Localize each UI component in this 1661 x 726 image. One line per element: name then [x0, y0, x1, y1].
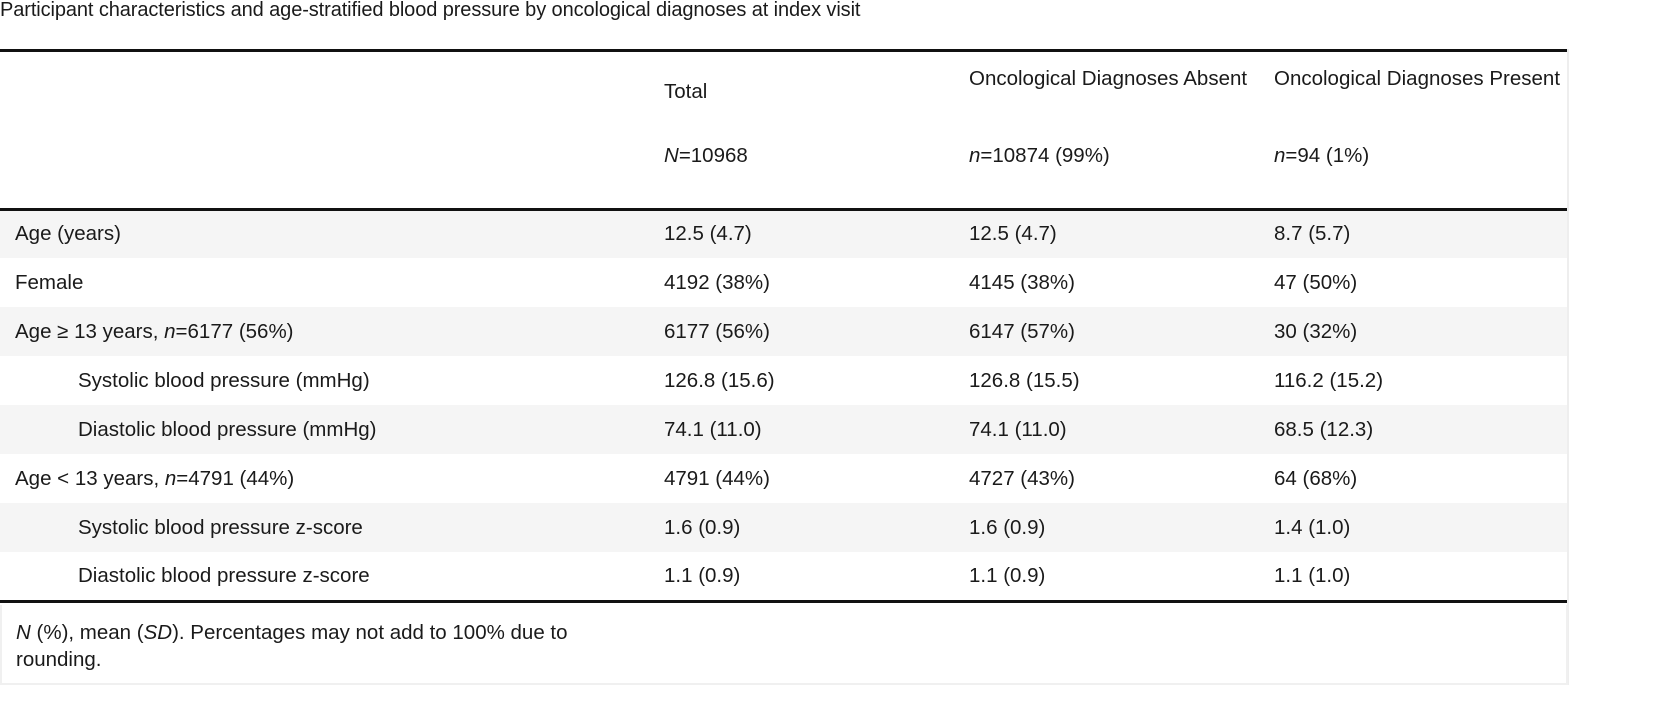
header-empty-cell: [0, 49, 664, 141]
cell-present: 1.1 (1.0): [1274, 552, 1568, 603]
table-row: Diastolic blood pressure z-score 1.1 (0.…: [0, 552, 1568, 603]
row-label: Female: [15, 270, 84, 294]
row-label: Systolic blood pressure (mmHg): [78, 368, 370, 392]
header-absent: Oncological Diagnoses Absent: [969, 49, 1274, 141]
characteristics-table: Total Oncological Diagnoses Absent Oncol…: [0, 49, 1568, 603]
row-label: Systolic blood pressure z-score: [78, 515, 363, 539]
header-n-total: N=10968: [664, 140, 969, 211]
header-present: Oncological Diagnoses Present: [1274, 49, 1568, 141]
header-n-empty-cell: [0, 140, 664, 211]
table-row: Diastolic blood pressure (mmHg) 74.1 (11…: [0, 405, 1568, 454]
table-right-border: [1567, 49, 1569, 685]
table-row: Age ≥ 13 years, n=6177 (56%) 6177 (56%) …: [0, 307, 1568, 356]
cell-absent: 6147 (57%): [969, 319, 1075, 343]
cell-absent: 74.1 (11.0): [969, 417, 1067, 441]
cell-total: 6177 (56%): [664, 319, 770, 343]
cell-total: 1.1 (0.9): [664, 552, 969, 603]
cell-absent: 4727 (43%): [969, 466, 1075, 490]
cell-absent: 12.5 (4.7): [969, 222, 1057, 246]
cell-present: 68.5 (12.3): [1274, 417, 1374, 441]
header-n-present: n=94 (1%): [1274, 140, 1568, 211]
table-row: Female 4192 (38%) 4145 (38%) 47 (50%): [0, 258, 1568, 307]
row-label: Diastolic blood pressure (mmHg): [78, 417, 377, 441]
header-n-row: N=10968 n=10874 (99%) n=94 (1%): [0, 140, 1568, 211]
header-row: Total Oncological Diagnoses Absent Oncol…: [0, 49, 1568, 141]
cell-total: 12.5 (4.7): [664, 222, 752, 246]
cell-present: 64 (68%): [1274, 466, 1358, 490]
row-label: Age < 13 years, n=4791 (44%): [15, 466, 295, 490]
cell-total: 74.1 (11.0): [664, 417, 762, 441]
table-row: Systolic blood pressure z-score 1.6 (0.9…: [0, 503, 1568, 552]
table-row: Age < 13 years, n=4791 (44%) 4791 (44%) …: [0, 454, 1568, 503]
cell-absent: 1.6 (0.9): [969, 515, 1046, 539]
row-label: Age (years): [15, 222, 121, 246]
row-label: Age ≥ 13 years, n=6177 (56%): [15, 319, 294, 343]
cell-present: 47 (50%): [1274, 270, 1358, 294]
cell-present: 116.2 (15.2): [1274, 368, 1384, 392]
cell-absent: 4145 (38%): [969, 270, 1075, 294]
cell-total: 4791 (44%): [664, 466, 770, 490]
table-row: Systolic blood pressure (mmHg) 126.8 (15…: [0, 356, 1568, 405]
table-row: Age (years) 12.5 (4.7) 12.5 (4.7) 8.7 (5…: [0, 209, 1568, 258]
cell-total: 1.6 (0.9): [664, 515, 741, 539]
cell-total: 4192 (38%): [664, 270, 770, 294]
table-footnote: N (%), mean (SD). Percentages may not ad…: [0, 605, 1568, 685]
cell-present: 8.7 (5.7): [1274, 222, 1351, 246]
footnote-text: N (%), mean (SD). Percentages may not ad…: [16, 621, 568, 671]
row-label: Diastolic blood pressure z-score: [0, 552, 664, 603]
header-n-absent: n=10874 (99%): [969, 140, 1274, 211]
cell-present: 30 (32%): [1274, 319, 1358, 343]
cell-absent: 1.1 (0.9): [969, 552, 1274, 603]
cell-present: 1.4 (1.0): [1274, 515, 1351, 539]
table-caption: Participant characteristics and age-stra…: [0, 0, 861, 21]
cell-total: 126.8 (15.6): [664, 368, 775, 392]
cell-absent: 126.8 (15.5): [969, 368, 1080, 392]
header-total: Total: [664, 49, 969, 141]
